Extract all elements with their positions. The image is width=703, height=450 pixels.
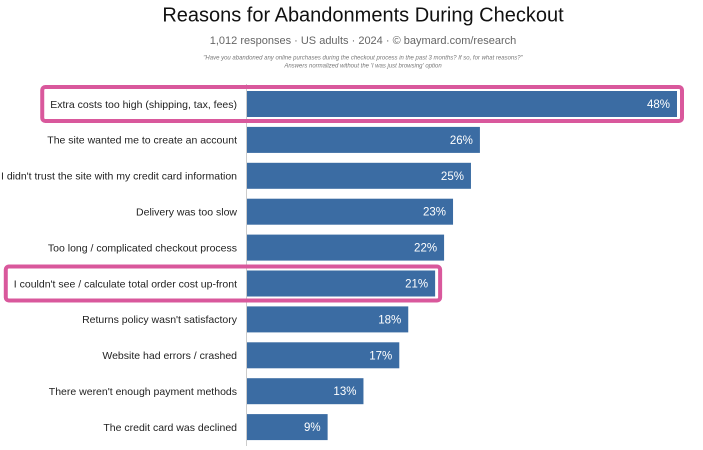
bar bbox=[247, 198, 454, 225]
value-label: 9% bbox=[304, 422, 321, 434]
category-label: Website had errors / crashed bbox=[102, 350, 237, 362]
category-label: There weren't enough payment methods bbox=[49, 386, 237, 398]
bar bbox=[247, 234, 445, 261]
bar bbox=[247, 342, 400, 369]
bar bbox=[247, 306, 409, 333]
bar bbox=[247, 270, 436, 297]
value-label: 22% bbox=[414, 243, 437, 255]
category-label: The credit card was declined bbox=[103, 422, 237, 434]
value-label: 21% bbox=[405, 279, 428, 291]
chart-subtitle: 1,012 responses · US adults · 2024 · © b… bbox=[210, 35, 516, 47]
chart-note: "Have you abandoned any online purchases… bbox=[203, 56, 523, 62]
bar bbox=[247, 414, 328, 441]
category-label: Delivery was too slow bbox=[136, 206, 237, 218]
bar bbox=[247, 378, 364, 405]
category-label: Returns policy wasn't satisfactory bbox=[82, 314, 238, 326]
value-label: 23% bbox=[423, 207, 446, 219]
category-label: I didn't trust the site with my credit c… bbox=[1, 171, 237, 183]
value-label: 17% bbox=[369, 350, 392, 362]
bar bbox=[247, 126, 480, 153]
category-label: The site wanted me to create an account bbox=[47, 135, 237, 147]
value-label: 18% bbox=[378, 314, 401, 326]
category-label: Too long / complicated checkout process bbox=[48, 242, 237, 254]
chart-title: Reasons for Abandonments During Checkout bbox=[162, 4, 564, 26]
value-label: 13% bbox=[333, 386, 356, 398]
value-label: 26% bbox=[450, 135, 473, 147]
category-label: I couldn't see / calculate total order c… bbox=[14, 278, 237, 290]
value-label: 48% bbox=[647, 99, 670, 111]
highlight-box bbox=[40, 85, 684, 123]
chart-note: Answers normalized without the 'I was ju… bbox=[283, 64, 442, 70]
bar bbox=[247, 91, 677, 117]
value-label: 25% bbox=[441, 171, 464, 183]
bar bbox=[247, 162, 471, 189]
category-label: Extra costs too high (shipping, tax, fee… bbox=[50, 99, 237, 111]
highlight-box bbox=[3, 264, 443, 303]
